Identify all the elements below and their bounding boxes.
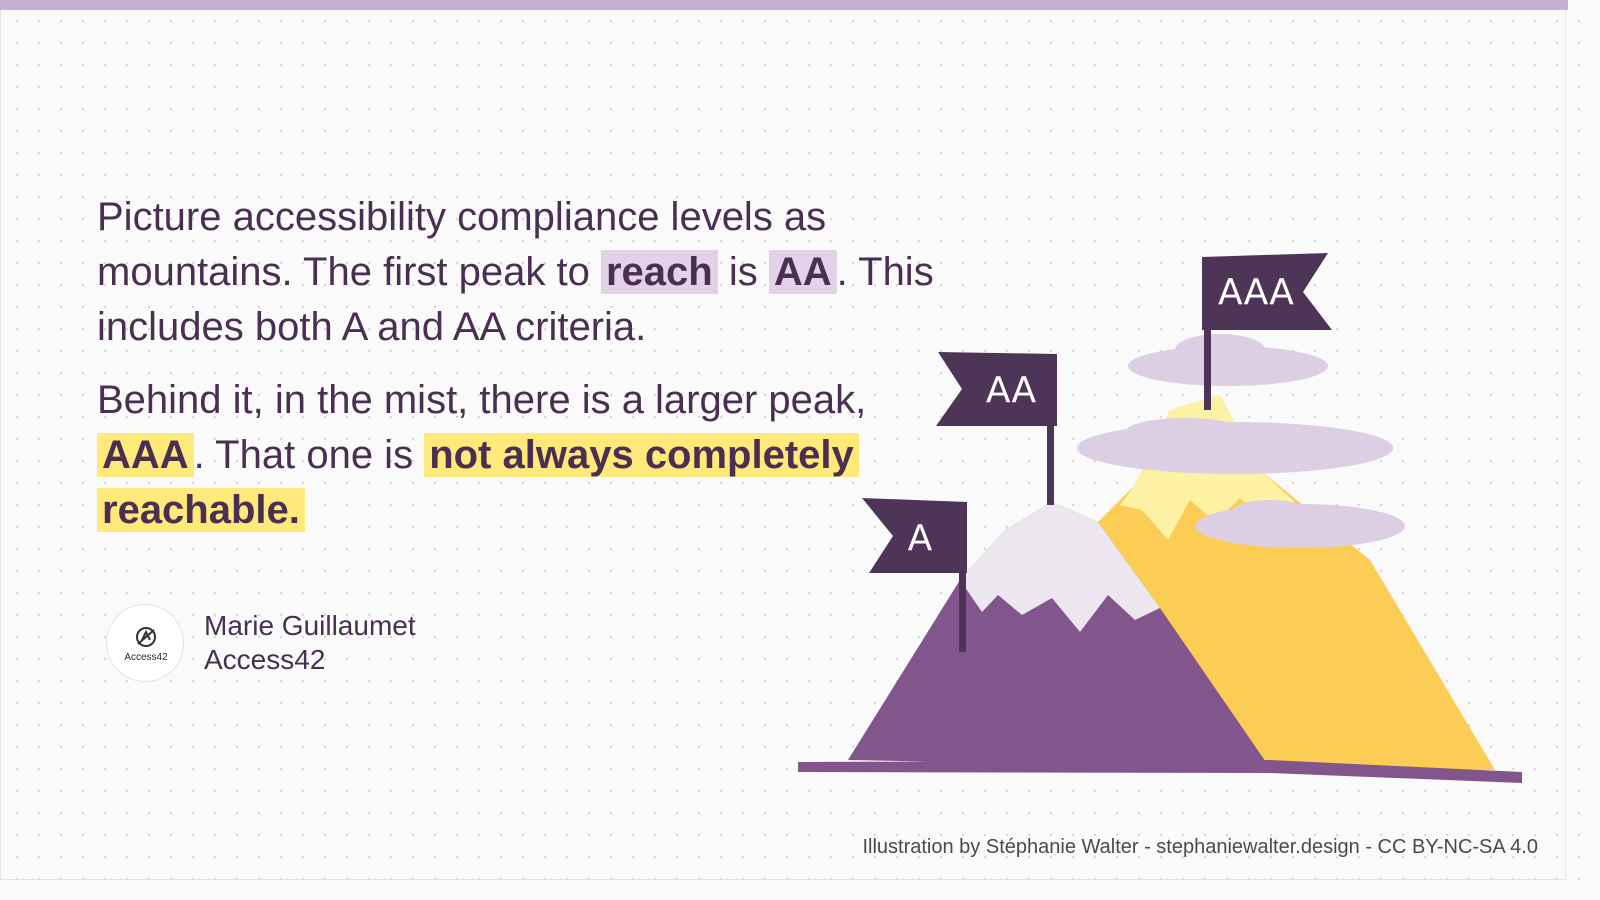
logo-text: Access42 [124, 652, 168, 663]
access42-logo: Access42 [106, 604, 184, 682]
mountains-illustration: AAA AA A [798, 253, 1522, 783]
quote-block: Picture accessibility compliance levels … [97, 190, 937, 538]
aa-flag [936, 352, 1057, 426]
a-flag [862, 498, 967, 573]
ground-line [798, 760, 1522, 783]
access42-logo-icon [136, 627, 156, 647]
flag-label-aaa: AAA [1218, 272, 1294, 313]
aaa-flag-pole [1204, 310, 1211, 410]
quote-text: . This includes both A and AA criteria. [97, 250, 934, 349]
flag-label-aa: AA [986, 370, 1037, 411]
quote-text: is [717, 250, 769, 294]
author-organization: Access42 [204, 644, 326, 675]
highlight-reach: reach [600, 250, 718, 294]
a-flag-pole [959, 560, 966, 652]
quote-text: Picture accessibility compliance levels … [97, 195, 827, 294]
purple-mountain [848, 502, 1270, 768]
purple-mountain-snowcap [960, 502, 1160, 632]
highlight-aaa: AAA [97, 433, 194, 477]
aa-flag-pole [1047, 425, 1054, 505]
slide-frame [0, 10, 1566, 880]
highlight-aa: AA [768, 250, 837, 294]
quote-text: Behind it, in the mist, there is a large… [97, 378, 867, 422]
author-name: Marie Guillaumet [204, 610, 416, 641]
aaa-flag [1202, 253, 1332, 330]
flag-label-a: A [908, 518, 933, 559]
clouds [1077, 334, 1405, 548]
illustration-credit: Illustration by Stéphanie Walter - steph… [862, 836, 1538, 858]
top-accent-bar [0, 0, 1568, 10]
quote-paragraph-1: Picture accessibility compliance levels … [97, 190, 937, 355]
quote-text: . That one is [193, 433, 425, 477]
quote-paragraph-2: Behind it, in the mist, there is a large… [97, 373, 937, 538]
